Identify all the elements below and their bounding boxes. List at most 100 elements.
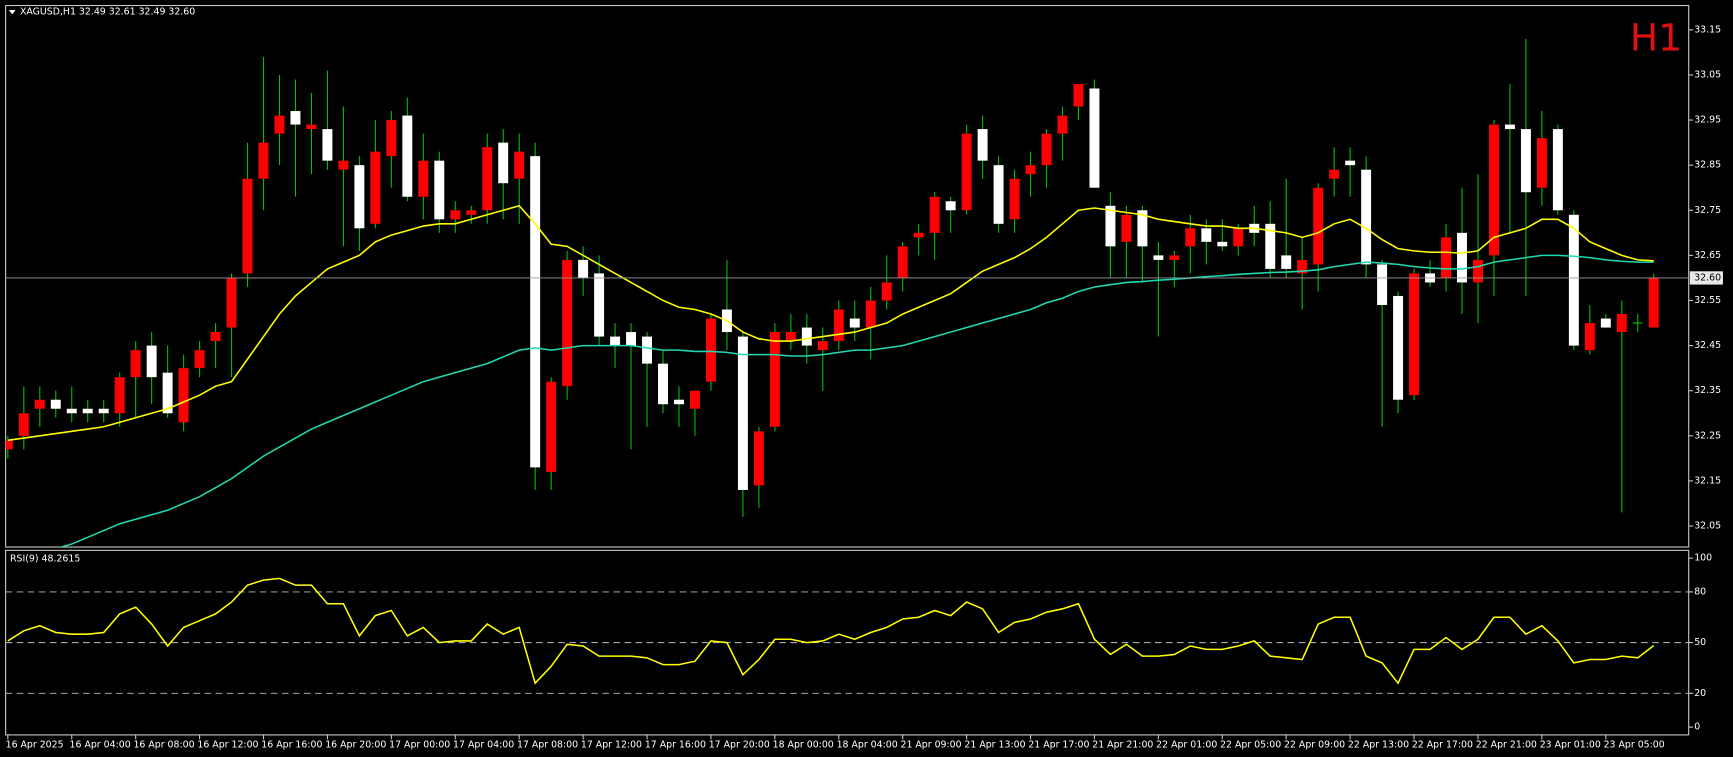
candle-body: [833, 309, 844, 342]
candle-body: [562, 259, 573, 387]
candle-body: [82, 408, 93, 414]
candle-body: [626, 332, 637, 346]
candle-body: [482, 147, 493, 211]
candle-body: [114, 377, 125, 414]
candle-body: [210, 332, 221, 342]
candle-body: [1329, 169, 1340, 179]
candle-body: [146, 345, 157, 378]
y-tick-label: 32.75: [1694, 205, 1721, 216]
x-tick-label: 22 Apr 17:00: [1412, 739, 1473, 750]
candle-body: [849, 318, 860, 328]
candle-body: [610, 336, 621, 346]
x-tick-label: 17 Apr 16:00: [645, 739, 706, 750]
y-tick-label: 0: [1694, 722, 1700, 733]
candle-body: [1185, 228, 1196, 247]
candle-body: [1105, 205, 1116, 247]
candle-body: [929, 196, 940, 233]
candle-body: [1616, 314, 1627, 333]
candle-body: [785, 332, 796, 342]
x-tick-label: 21 Apr 21:00: [1092, 739, 1153, 750]
x-tick-label: 17 Apr 08:00: [517, 739, 578, 750]
candle-body: [1361, 169, 1372, 265]
candle-body: [1520, 129, 1531, 193]
y-tick-label: 32.85: [1694, 160, 1721, 171]
candle-body: [1217, 241, 1228, 247]
candle-body: [1009, 178, 1020, 220]
last-price-label: 32.60: [1694, 272, 1721, 283]
candle-body: [1457, 232, 1467, 283]
last-price-box: [1689, 271, 1723, 285]
timeframe-label: H1: [1630, 15, 1682, 59]
candle-body: [226, 277, 237, 328]
x-tick-label: 22 Apr 09:00: [1284, 739, 1345, 750]
indicator-line: [7, 577, 1655, 685]
candle-body: [18, 413, 29, 436]
candle-body: [1025, 165, 1036, 175]
main-plot: [5, 38, 1689, 548]
candle-body: [1568, 214, 1579, 346]
x-tick-label: 17 Apr 12:00: [581, 739, 642, 750]
y-tick-label: 32.15: [1694, 475, 1721, 486]
x-tick-label: 16 Apr 2025: [6, 739, 64, 750]
candle-body: [130, 350, 141, 378]
candle-body: [338, 160, 349, 170]
x-tick-label: 22 Apr 01:00: [1156, 739, 1217, 750]
candle-body: [865, 300, 876, 328]
menu-arrow: [8, 9, 16, 15]
x-tick-label: 21 Apr 09:00: [900, 739, 961, 750]
candle-body: [66, 408, 77, 414]
candle-body: [913, 232, 924, 238]
y-tick-label: 32.35: [1694, 385, 1721, 396]
candle-body: [1233, 228, 1244, 247]
candle-body: [98, 408, 109, 414]
candle-body: [1137, 210, 1148, 247]
candle-body: [1393, 295, 1404, 400]
candle-body: [1377, 264, 1388, 305]
y-tick-label: 32.45: [1694, 340, 1721, 351]
candle-body: [1297, 259, 1308, 274]
candle-body: [578, 259, 589, 278]
axes: 32.05 32.15 32.25 32.35 32.45 32.55 32.65 32.75…: [6, 24, 1723, 750]
candle-body: [274, 115, 285, 134]
candle-body: [514, 151, 525, 179]
candle-body: [50, 399, 61, 409]
x-tick-label: 18 Apr 04:00: [837, 739, 898, 750]
x-tick-label: 17 Apr 20:00: [709, 739, 770, 750]
candle-body: [1169, 255, 1180, 260]
candle-body: [322, 129, 333, 161]
x-tick-label: 22 Apr 21:00: [1476, 739, 1537, 750]
rsi-title: RSI(9) 48.2615: [10, 554, 80, 565]
x-tick-label: 16 Apr 20:00: [325, 739, 386, 750]
candle-body: [977, 129, 988, 161]
rsi-plot: [5, 577, 1689, 694]
candle-body: [530, 156, 541, 468]
candle-body: [689, 390, 700, 409]
indicator-line: [7, 204, 1654, 442]
x-tick-label: 17 Apr 00:00: [389, 739, 450, 750]
candle-body: [498, 142, 509, 184]
x-tick-label: 21 Apr 17:00: [1028, 739, 1089, 750]
x-tick-label: 16 Apr 16:00: [261, 739, 322, 750]
candle-body: [34, 399, 45, 409]
x-tick-label: 21 Apr 13:00: [964, 739, 1025, 750]
candle-body: [1504, 124, 1515, 130]
candle-body: [434, 160, 445, 220]
x-tick-label: 16 Apr 04:00: [70, 739, 131, 750]
y-tick-label: 100: [1694, 553, 1712, 564]
y-tick-label: 32.55: [1694, 295, 1721, 306]
candle-body: [594, 273, 605, 337]
candle-body: [993, 165, 1004, 224]
main-pane: [5, 4, 1690, 548]
candle-body: [1345, 160, 1356, 166]
y-tick-label: 32.95: [1694, 115, 1721, 126]
x-tick-label: 22 Apr 13:00: [1348, 739, 1409, 750]
candle-body: [1600, 318, 1611, 328]
candle-body: [705, 318, 716, 382]
candle-body: [418, 160, 429, 197]
y-tick-label: 50: [1694, 637, 1706, 648]
candle-body: [881, 282, 892, 301]
candle-body: [1041, 133, 1052, 166]
candle-body: [1201, 228, 1212, 242]
